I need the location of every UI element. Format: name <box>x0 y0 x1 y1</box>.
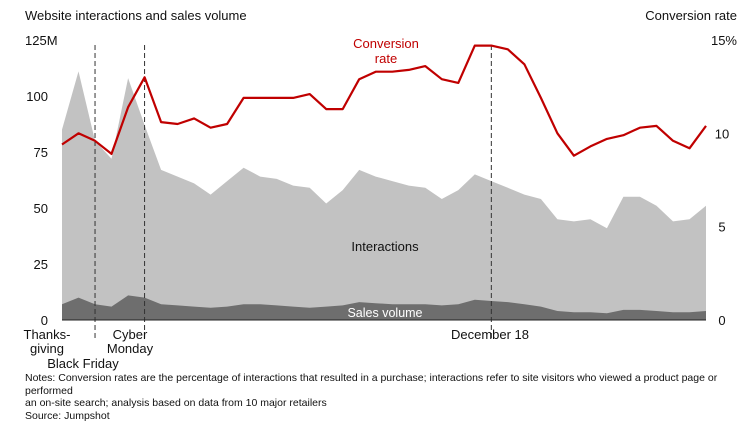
conversion-rate-label: Conversion <box>353 36 419 51</box>
x-label-1: Thanks- <box>24 327 71 342</box>
x-label-3: Monday <box>107 341 154 356</box>
right-tick-label: 10 <box>715 126 729 141</box>
notes: Notes: Conversion rates are the percenta… <box>25 372 745 422</box>
x-label-1: giving <box>30 341 64 356</box>
conversion-rate-label: rate <box>375 51 397 66</box>
left-tick-label: 100 <box>26 89 48 104</box>
interactions-label: Interactions <box>351 239 419 254</box>
left-tick-label: 75 <box>34 145 48 160</box>
right-axis-unit: 15% <box>711 33 737 48</box>
notes-line-2: an on-site search; analysis based on dat… <box>25 397 745 410</box>
notes-line-1: Notes: Conversion rates are the percenta… <box>25 372 745 397</box>
right-tick-label: 0 <box>718 313 725 328</box>
interactions-area <box>62 71 706 320</box>
chart-title-left: Website interactions and sales volume <box>25 8 247 23</box>
x-label-2: Black Friday <box>47 356 119 371</box>
notes-source: Source: Jumpshot <box>25 410 745 422</box>
x-label-3: Cyber <box>113 327 148 342</box>
left-tick-label: 50 <box>34 201 48 216</box>
chart-title-right: Conversion rate <box>645 8 737 23</box>
left-axis-unit: 125M <box>25 33 58 48</box>
x-label-4: December 18 <box>451 327 529 342</box>
left-tick-label: 0 <box>41 313 48 328</box>
left-tick-label: 25 <box>34 257 48 272</box>
sales-volume-label: Sales volume <box>347 306 422 320</box>
right-tick-label: 5 <box>718 220 725 235</box>
